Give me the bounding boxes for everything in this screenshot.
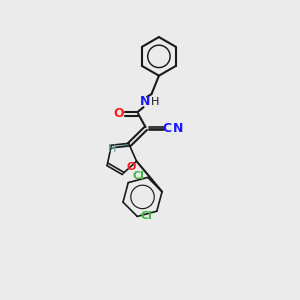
Text: N: N [173,122,184,135]
Text: C: C [163,122,172,135]
Text: Cl: Cl [141,212,153,221]
Text: O: O [113,107,124,120]
Text: N: N [140,95,151,108]
Text: H: H [151,97,159,107]
Text: O: O [127,162,136,172]
Text: Cl: Cl [132,171,144,181]
Text: H: H [108,143,116,154]
